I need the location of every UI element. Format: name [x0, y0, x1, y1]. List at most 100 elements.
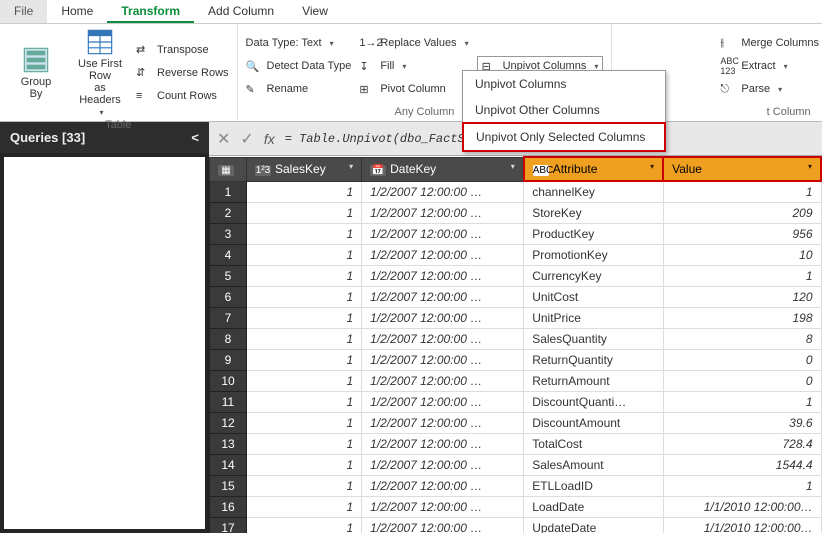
cell-attribute[interactable]: ReturnAmount: [524, 371, 663, 392]
cell-value[interactable]: 1/1/2010 12:00:00…: [663, 497, 821, 518]
row-number[interactable]: 15: [210, 476, 247, 497]
parse-button[interactable]: ⎋Parse: [720, 79, 819, 99]
filter-icon[interactable]: ▾: [349, 162, 353, 171]
table-row[interactable]: 311/2/2007 12:00:00 …ProductKey956: [210, 224, 822, 245]
tab-view[interactable]: View: [288, 0, 342, 23]
cell-datekey[interactable]: 1/2/2007 12:00:00 …: [362, 181, 524, 203]
cell-attribute[interactable]: SalesAmount: [524, 455, 663, 476]
cell-attribute[interactable]: PromotionKey: [524, 245, 663, 266]
cell-saleskey[interactable]: 1: [247, 371, 362, 392]
table-row[interactable]: 811/2/2007 12:00:00 …SalesQuantity8: [210, 329, 822, 350]
extract-button[interactable]: ABC123Extract: [720, 56, 819, 76]
cell-saleskey[interactable]: 1: [247, 497, 362, 518]
filter-icon[interactable]: ▾: [650, 162, 654, 171]
cell-attribute[interactable]: UnitCost: [524, 287, 663, 308]
table-row[interactable]: 111/2/2007 12:00:00 …channelKey1: [210, 181, 822, 203]
count-rows-button[interactable]: ≡Count Rows: [136, 86, 229, 106]
cell-saleskey[interactable]: 1: [247, 245, 362, 266]
queries-list[interactable]: [4, 157, 205, 529]
pivot-button[interactable]: ⊞Pivot Column: [359, 79, 468, 99]
cell-value[interactable]: 956: [663, 224, 821, 245]
group-by-button[interactable]: Group By: [8, 28, 64, 117]
dropdown-unpivot-other[interactable]: Unpivot Other Columns: [463, 97, 665, 123]
cell-value[interactable]: 10: [663, 245, 821, 266]
row-number[interactable]: 9: [210, 350, 247, 371]
cell-saleskey[interactable]: 1: [247, 350, 362, 371]
cell-saleskey[interactable]: 1: [247, 329, 362, 350]
cell-attribute[interactable]: StoreKey: [524, 203, 663, 224]
table-row[interactable]: 711/2/2007 12:00:00 …UnitPrice198: [210, 308, 822, 329]
cell-attribute[interactable]: SalesQuantity: [524, 329, 663, 350]
table-row[interactable]: 1711/2/2007 12:00:00 …UpdateDate1/1/2010…: [210, 518, 822, 533]
cell-datekey[interactable]: 1/2/2007 12:00:00 …: [362, 224, 524, 245]
commit-formula-icon[interactable]: ✓: [240, 129, 253, 149]
data-grid[interactable]: ▦ 1²3SalesKey▾ 📅DateKey▾ ABCAttribute▾ V…: [209, 156, 822, 533]
cell-datekey[interactable]: 1/2/2007 12:00:00 …: [362, 308, 524, 329]
cell-datekey[interactable]: 1/2/2007 12:00:00 …: [362, 476, 524, 497]
collapse-queries-icon[interactable]: <: [191, 130, 199, 145]
cell-value[interactable]: 39.6: [663, 413, 821, 434]
table-row[interactable]: 1411/2/2007 12:00:00 …SalesAmount1544.4: [210, 455, 822, 476]
col-datekey[interactable]: 📅DateKey▾: [362, 157, 524, 181]
fill-button[interactable]: ↧Fill: [359, 56, 468, 76]
replace-values-button[interactable]: 1→2Replace Values: [359, 33, 468, 53]
table-row[interactable]: 611/2/2007 12:00:00 …UnitCost120: [210, 287, 822, 308]
filter-icon[interactable]: ▾: [511, 162, 515, 171]
cell-attribute[interactable]: channelKey: [524, 181, 663, 203]
tab-transform[interactable]: Transform: [107, 0, 194, 23]
row-number[interactable]: 12: [210, 413, 247, 434]
cell-value[interactable]: 0: [663, 350, 821, 371]
cell-attribute[interactable]: DiscountAmount: [524, 413, 663, 434]
cell-attribute[interactable]: ProductKey: [524, 224, 663, 245]
cell-datekey[interactable]: 1/2/2007 12:00:00 …: [362, 455, 524, 476]
col-saleskey[interactable]: 1²3SalesKey▾: [247, 157, 362, 181]
merge-button[interactable]: ⫲Merge Columns: [720, 33, 819, 53]
row-number[interactable]: 14: [210, 455, 247, 476]
cell-saleskey[interactable]: 1: [247, 266, 362, 287]
cell-datekey[interactable]: 1/2/2007 12:00:00 …: [362, 497, 524, 518]
row-number[interactable]: 3: [210, 224, 247, 245]
cell-saleskey[interactable]: 1: [247, 203, 362, 224]
cell-value[interactable]: 209: [663, 203, 821, 224]
row-number[interactable]: 2: [210, 203, 247, 224]
row-number[interactable]: 10: [210, 371, 247, 392]
row-number[interactable]: 7: [210, 308, 247, 329]
cancel-formula-icon[interactable]: ✕: [217, 129, 230, 149]
cell-datekey[interactable]: 1/2/2007 12:00:00 …: [362, 203, 524, 224]
cell-value[interactable]: 0: [663, 371, 821, 392]
cell-saleskey[interactable]: 1: [247, 476, 362, 497]
cell-saleskey[interactable]: 1: [247, 224, 362, 245]
cell-saleskey[interactable]: 1: [247, 518, 362, 533]
row-number[interactable]: 5: [210, 266, 247, 287]
table-row[interactable]: 911/2/2007 12:00:00 …ReturnQuantity0: [210, 350, 822, 371]
reverse-rows-button[interactable]: ⇵Reverse Rows: [136, 63, 229, 83]
cell-saleskey[interactable]: 1: [247, 181, 362, 203]
cell-saleskey[interactable]: 1: [247, 434, 362, 455]
row-number[interactable]: 11: [210, 392, 247, 413]
cell-attribute[interactable]: ETLLoadID: [524, 476, 663, 497]
cell-attribute[interactable]: UpdateDate: [524, 518, 663, 533]
tab-add-column[interactable]: Add Column: [194, 0, 288, 23]
row-number[interactable]: 17: [210, 518, 247, 533]
cell-value[interactable]: 120: [663, 287, 821, 308]
cell-saleskey[interactable]: 1: [247, 308, 362, 329]
detect-type-button[interactable]: 🔍Detect Data Type: [246, 56, 352, 76]
cell-value[interactable]: 1: [663, 266, 821, 287]
dropdown-unpivot-selected[interactable]: Unpivot Only Selected Columns: [462, 122, 666, 152]
table-row[interactable]: 1211/2/2007 12:00:00 …DiscountAmount39.6: [210, 413, 822, 434]
cell-attribute[interactable]: TotalCost: [524, 434, 663, 455]
row-number[interactable]: 8: [210, 329, 247, 350]
row-number[interactable]: 16: [210, 497, 247, 518]
row-number[interactable]: 13: [210, 434, 247, 455]
cell-attribute[interactable]: UnitPrice: [524, 308, 663, 329]
cell-saleskey[interactable]: 1: [247, 392, 362, 413]
cell-datekey[interactable]: 1/2/2007 12:00:00 …: [362, 413, 524, 434]
cell-datekey[interactable]: 1/2/2007 12:00:00 …: [362, 329, 524, 350]
table-row[interactable]: 511/2/2007 12:00:00 …CurrencyKey1: [210, 266, 822, 287]
cell-datekey[interactable]: 1/2/2007 12:00:00 …: [362, 371, 524, 392]
rename-button[interactable]: ✎Rename: [246, 79, 352, 99]
cell-saleskey[interactable]: 1: [247, 413, 362, 434]
cell-value[interactable]: 1: [663, 181, 821, 203]
cell-attribute[interactable]: DiscountQuanti…: [524, 392, 663, 413]
cell-datekey[interactable]: 1/2/2007 12:00:00 …: [362, 287, 524, 308]
